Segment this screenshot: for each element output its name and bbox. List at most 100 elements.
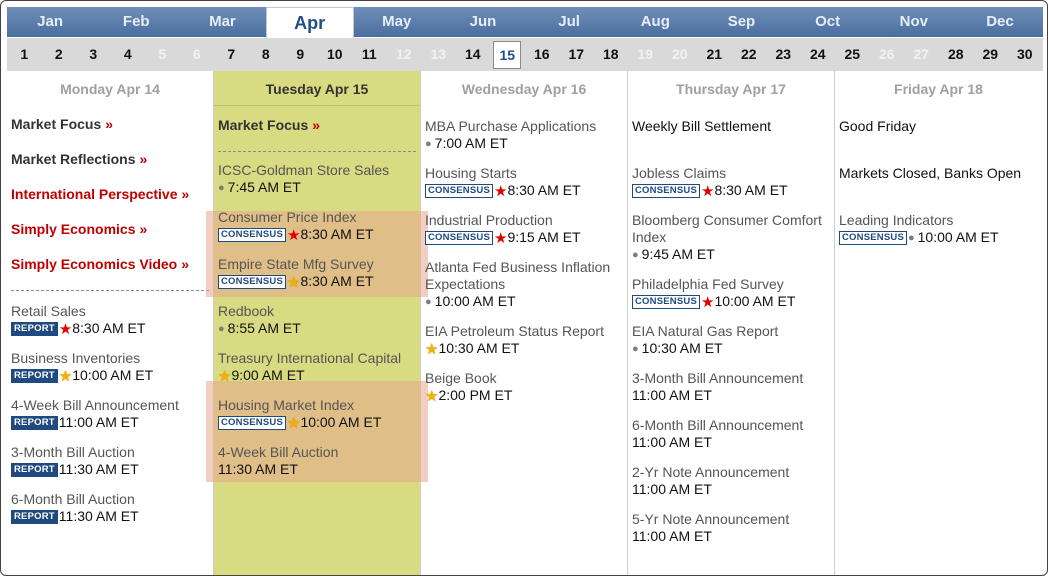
event-name[interactable]: ICSC-Goldman Store Sales: [218, 162, 390, 178]
event-name[interactable]: 6-Month Bill Announcement: [632, 417, 804, 433]
link-label: Simply Economics: [11, 221, 136, 237]
day-cell[interactable]: 28: [939, 38, 974, 71]
day-cell[interactable]: 3: [76, 38, 111, 71]
month-tab-jun[interactable]: Jun: [469, 13, 497, 30]
day-cell[interactable]: 16: [525, 38, 560, 71]
commentary-link[interactable]: International Perspective»: [11, 185, 209, 220]
consensus-badge[interactable]: CONSENSUS: [839, 231, 907, 245]
month-tab-aug[interactable]: Aug: [640, 13, 670, 30]
day-cell[interactable]: 22: [732, 38, 767, 71]
day-cell[interactable]: 25: [835, 38, 870, 71]
report-badge[interactable]: REPORT: [11, 369, 58, 383]
event-name[interactable]: Business Inventories: [11, 350, 141, 366]
event-name[interactable]: 4-Week Bill Auction: [218, 444, 339, 460]
day-cell[interactable]: 27: [904, 38, 939, 71]
event-name[interactable]: 6-Month Bill Auction: [11, 491, 135, 507]
event-name[interactable]: Leading Indicators: [839, 212, 954, 228]
day-cell[interactable]: 18: [594, 38, 629, 71]
event-time: 11:30 AM ET: [58, 508, 139, 524]
event-name[interactable]: Housing Starts: [425, 165, 517, 181]
day-cell[interactable]: 6: [180, 38, 215, 71]
month-tab-jan[interactable]: Jan: [37, 13, 64, 30]
month-tab-apr[interactable]: Apr: [265, 7, 354, 39]
event-name[interactable]: Markets Closed, Banks Open: [839, 165, 1022, 181]
event-item: EIA Petroleum Status Report ★10:30 AM ET: [425, 323, 623, 370]
event-name[interactable]: Jobless Claims: [632, 165, 727, 181]
day-cell[interactable]: 17: [559, 38, 594, 71]
report-badge[interactable]: REPORT: [11, 322, 58, 336]
consensus-badge[interactable]: CONSENSUS: [218, 275, 286, 289]
day-cell[interactable]: 23: [766, 38, 801, 71]
day-cell[interactable]: 9: [283, 38, 318, 71]
day-cell[interactable]: 21: [697, 38, 732, 71]
commentary-link[interactable]: Simply Economics Video»: [11, 255, 209, 290]
day-cell[interactable]: 30: [1008, 38, 1043, 71]
red-star-icon: ★: [286, 227, 301, 244]
consensus-badge[interactable]: CONSENSUS: [632, 295, 700, 309]
event-name[interactable]: 3-Month Bill Auction: [11, 444, 135, 460]
commentary-link[interactable]: Simply Economics»: [11, 220, 209, 255]
event-item: Philadelphia Fed Survey CONSENSUS ★10:00 A…: [632, 276, 830, 323]
day-cell[interactable]: 1: [7, 38, 42, 71]
commentary-link[interactable]: Market Focus»: [218, 116, 416, 151]
day-cell[interactable]: 14: [456, 38, 491, 71]
month-tab-nov[interactable]: Nov: [899, 13, 928, 30]
event-name[interactable]: Good Friday: [839, 118, 917, 134]
event-name[interactable]: Industrial Production: [425, 212, 553, 228]
day-cell[interactable]: 15: [490, 38, 525, 71]
day-cell[interactable]: 12: [387, 38, 422, 71]
event-name[interactable]: 3-Month Bill Announcement: [632, 370, 804, 386]
day-number: 24: [809, 46, 826, 62]
event-item: Weekly Bill Settlement: [632, 118, 830, 165]
commentary-link[interactable]: Market Focus»: [11, 115, 209, 150]
month-tab-may[interactable]: May: [382, 13, 412, 30]
event-name[interactable]: EIA Petroleum Status Report: [425, 323, 604, 339]
report-badge[interactable]: REPORT: [11, 416, 58, 430]
day-cell[interactable]: 26: [870, 38, 905, 71]
month-tab-sep[interactable]: Sep: [727, 13, 756, 30]
day-cell[interactable]: 20: [663, 38, 698, 71]
day-cell[interactable]: 29: [973, 38, 1008, 71]
event-name[interactable]: EIA Natural Gas Report: [632, 323, 779, 339]
event-name[interactable]: Treasury International Capital: [218, 350, 402, 366]
month-tab-feb[interactable]: Feb: [122, 13, 150, 30]
event-name[interactable]: Retail Sales: [11, 303, 86, 319]
day-cell[interactable]: 4: [111, 38, 146, 71]
consensus-badge[interactable]: CONSENSUS: [218, 228, 286, 242]
day-cell[interactable]: 7: [214, 38, 249, 71]
month-tab-mar[interactable]: Mar: [209, 13, 236, 30]
event-name[interactable]: Consumer Price Index: [218, 209, 357, 225]
event-name[interactable]: MBA Purchase Applications: [425, 118, 597, 134]
event-name[interactable]: 4-Week Bill Announcement: [11, 397, 179, 413]
event-name[interactable]: Redbook: [218, 303, 275, 319]
event-name[interactable]: Philadelphia Fed Survey: [632, 276, 784, 292]
link-label: Market Focus: [11, 116, 102, 132]
event-name[interactable]: Beige Book: [425, 370, 497, 386]
event-name[interactable]: 5-Yr Note Announcement: [632, 511, 790, 527]
report-badge[interactable]: REPORT: [11, 463, 58, 477]
day-cell[interactable]: 13: [421, 38, 456, 71]
day-cell[interactable]: 5: [145, 38, 180, 71]
consensus-badge[interactable]: CONSENSUS: [425, 184, 493, 198]
day-cell[interactable]: 11: [352, 38, 387, 71]
event-name[interactable]: Weekly Bill Settlement: [632, 118, 772, 134]
event-name[interactable]: Bloomberg Consumer Comfort Index: [632, 212, 822, 245]
event-name[interactable]: Housing Market Index: [218, 397, 355, 413]
day-cell[interactable]: 10: [318, 38, 353, 71]
event-name[interactable]: Atlanta Fed Business Inflation Expectati…: [425, 259, 611, 292]
event-name[interactable]: Empire State Mfg Survey: [218, 256, 374, 272]
day-cell[interactable]: 8: [249, 38, 284, 71]
day-cell[interactable]: 19: [628, 38, 663, 71]
consensus-badge[interactable]: CONSENSUS: [425, 231, 493, 245]
day-column-monday: Monday Apr 14 Market Focus» Market Reflec…: [7, 71, 214, 575]
month-tab-dec[interactable]: Dec: [986, 13, 1014, 30]
month-tab-jul[interactable]: Jul: [558, 13, 580, 30]
day-cell[interactable]: 24: [801, 38, 836, 71]
commentary-link[interactable]: Market Reflections»: [11, 150, 209, 185]
event-name[interactable]: 2-Yr Note Announcement: [632, 464, 790, 480]
day-cell[interactable]: 2: [42, 38, 77, 71]
report-badge[interactable]: REPORT: [11, 510, 58, 524]
consensus-badge[interactable]: CONSENSUS: [632, 184, 700, 198]
month-tab-oct[interactable]: Oct: [815, 13, 841, 30]
consensus-badge[interactable]: CONSENSUS: [218, 416, 286, 430]
